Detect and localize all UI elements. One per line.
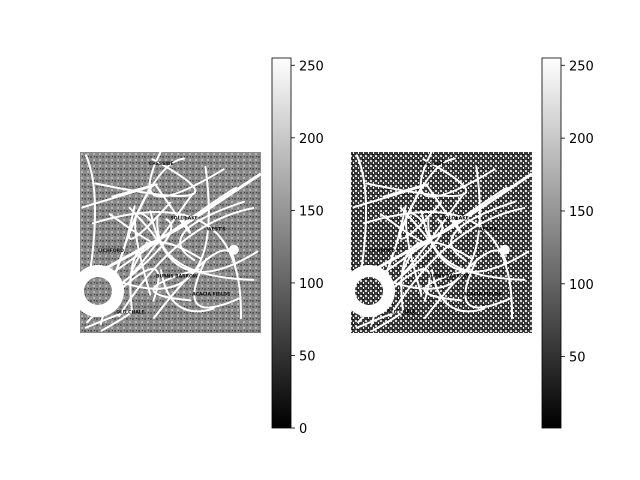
map-label: CHESSIDE <box>149 161 174 167</box>
map-circle-inner <box>355 277 383 305</box>
map-label: CHESSIDE <box>420 161 445 167</box>
map-road <box>130 192 194 274</box>
map-road <box>156 217 255 281</box>
map-label: WEST'S <box>478 226 497 232</box>
map-label: WEST'S <box>207 226 226 232</box>
map-road <box>149 210 259 273</box>
map-road <box>431 269 486 313</box>
map-label: ACACIA FIELDS <box>192 292 230 298</box>
map-road <box>352 183 429 209</box>
map-road <box>427 217 526 281</box>
map-label: BURNS BARROW <box>427 273 469 279</box>
map-road <box>108 206 159 245</box>
map-road <box>92 186 238 288</box>
map-road <box>362 211 513 320</box>
colorbar-tick-label: 50 <box>569 351 586 366</box>
colorbar-tick-label: 250 <box>569 59 594 74</box>
map-road <box>379 206 430 245</box>
colorbar-frame <box>541 57 562 429</box>
map-road <box>420 210 530 273</box>
map-label: SOLL LAKE <box>442 216 469 222</box>
map-road <box>450 200 516 262</box>
map-label: BURNS BARROW <box>156 273 198 279</box>
colorbar-original: 0 50 100 150 200 250 <box>271 57 324 437</box>
colorbar-tick-label: 150 <box>299 204 324 219</box>
map-label: OLD CHALE <box>116 310 145 316</box>
map-road <box>179 200 245 262</box>
colorbar-tick-label: 250 <box>299 59 324 74</box>
colorbar-tick-label: 200 <box>569 132 594 147</box>
colorbar-tick-label: 200 <box>299 132 324 147</box>
map-road <box>419 151 496 198</box>
map-road <box>363 186 509 288</box>
map-road <box>152 268 200 302</box>
map-road <box>118 207 255 318</box>
map-roundabout <box>499 244 510 255</box>
colorbar-tick-label: 150 <box>569 205 594 220</box>
map-road <box>81 183 158 209</box>
map-roads <box>81 151 259 332</box>
colorbar-gradient <box>272 58 291 428</box>
map-road <box>389 207 526 318</box>
map-circle-inner <box>84 277 112 305</box>
map-main-road <box>79 172 262 284</box>
map-roundabout <box>228 244 239 255</box>
map-label: OLD CHALE <box>387 310 416 316</box>
map-road <box>91 211 242 320</box>
colorbar-gradient <box>542 58 561 428</box>
map-road <box>423 268 471 302</box>
map-road <box>148 151 225 198</box>
colorbar-tick-label: 50 <box>299 349 316 364</box>
map-main-road <box>350 172 533 284</box>
map-label: ACACIA FIELDS <box>463 292 501 298</box>
colorbar-tick-label: 100 <box>299 277 324 292</box>
map-image-original: CHESSIDE LICHFORD SOLL LAKE WEST'S BURNS BAR… <box>72 151 262 333</box>
colorbar-equalized: 50 100 150 200 250 <box>541 57 594 429</box>
map-road <box>401 192 465 274</box>
colorbar-tick-label: 100 <box>569 278 594 293</box>
colorbar-frame <box>271 57 292 429</box>
map-image-equalized: CHESSIDE LICHFORD SOLL LAKE WEST'S BURNS BAR… <box>343 151 533 333</box>
map-label: LICHFORD <box>369 248 395 254</box>
map-label: SOLL LAKE <box>171 216 198 222</box>
colorbar-tick-label: 0 <box>299 422 307 437</box>
map-label: LICHFORD <box>98 248 124 254</box>
map-road <box>160 269 215 313</box>
